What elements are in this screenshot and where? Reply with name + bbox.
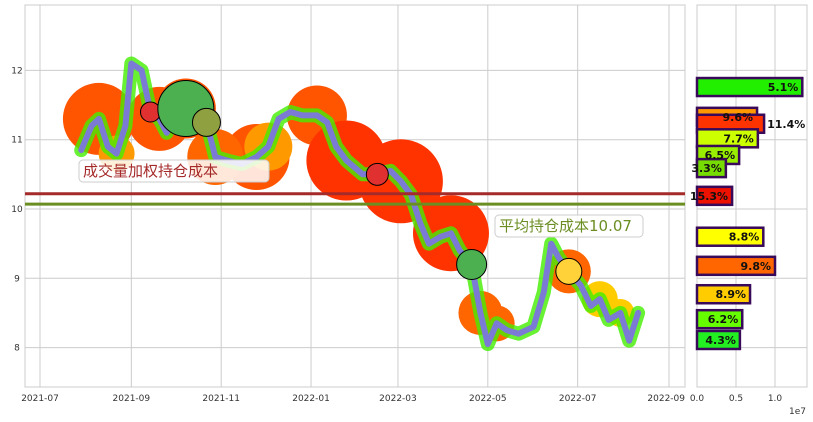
volume-bar-label: 11.4% (767, 118, 805, 131)
volume-bar (695, 157, 728, 179)
y-tick-label: 10 (11, 205, 23, 215)
fruit-icon (456, 248, 488, 280)
volume-bar (695, 255, 777, 277)
avg-cost-label-box (494, 214, 644, 238)
y-tick-label: 8 (14, 344, 20, 354)
volume-bar-label: 3.3% (691, 162, 722, 175)
fruit-icon (365, 162, 389, 186)
volume-bars (695, 76, 804, 351)
vwap-cost-label-box (78, 159, 270, 183)
avg-cost-label: 平均持仓成本10.07 (499, 217, 632, 235)
bar-x-tick-label: 1.0 (768, 394, 783, 404)
volume-bar-label: 9.6% (723, 111, 754, 124)
x-tick-label: 2021-11 (202, 394, 240, 404)
x-tick-label: 2022-09 (647, 394, 685, 404)
volume-bar (695, 308, 744, 330)
volume-bar-label: 4.3% (705, 334, 736, 347)
volume-bar-label: 7.7% (723, 132, 754, 145)
bar-x-tick-label: 0.5 (729, 394, 743, 404)
fruit-icon (191, 107, 221, 137)
x-tick-label: 2021-07 (21, 394, 59, 404)
volume-bar (695, 185, 734, 207)
volume-bar (695, 329, 742, 351)
volume-bar (695, 283, 752, 305)
volume-bar-label: 8.9% (716, 288, 747, 301)
y-tick-label: 12 (11, 66, 22, 76)
volume-bar-label: 15.3% (690, 190, 728, 203)
x-tick-label: 2022-05 (469, 394, 507, 404)
volume-bar-label: 6.5% (705, 149, 736, 162)
volume-bar-label: 8.8% (729, 231, 760, 244)
bar-scale-label: 1e7 (789, 407, 806, 417)
x-tick-label: 2022-07 (559, 394, 597, 404)
volume-bar-label: 6.2% (708, 313, 739, 326)
x-tick-label: 2022-01 (292, 394, 330, 404)
volume-bar (695, 226, 765, 247)
y-tick-label: 11 (11, 136, 22, 146)
bar-x-tick-label: 0.0 (690, 394, 705, 404)
volume-bar-label: 5.1% (768, 81, 799, 94)
x-tick-label: 2021-09 (113, 394, 151, 404)
volume-bar-label: 9.8% (740, 260, 771, 273)
x-tick-label: 2022-03 (379, 394, 417, 404)
fruit-icon (139, 101, 161, 123)
vwap-cost-label: 成交量加权持仓成本 (83, 162, 218, 180)
volume-bar (695, 76, 804, 98)
y-tick-label: 9 (14, 274, 20, 284)
fruit-icon (555, 257, 583, 285)
volume-bar-labels: 5.1% 9.6% 11.4% 7.7% 6.5%3.3% 15.3% 8.8% 9.8% 8.… (690, 81, 805, 347)
